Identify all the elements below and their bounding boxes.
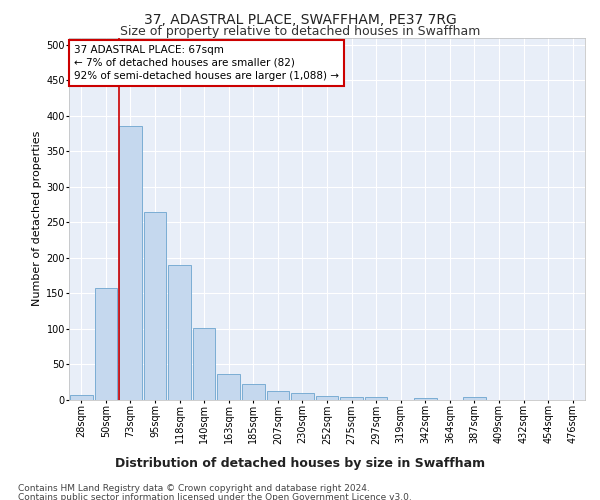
Bar [316, 396, 338, 400]
Bar [119, 126, 142, 400]
Text: Distribution of detached houses by size in Swaffham: Distribution of detached houses by size … [115, 458, 485, 470]
Text: Contains HM Land Registry data © Crown copyright and database right 2024.: Contains HM Land Registry data © Crown c… [18, 484, 370, 493]
Text: Size of property relative to detached houses in Swaffham: Size of property relative to detached ho… [120, 25, 480, 38]
Bar [340, 397, 363, 400]
Bar [266, 391, 289, 400]
Bar [168, 265, 191, 400]
Bar [414, 398, 437, 400]
Text: 37 ADASTRAL PLACE: 67sqm
← 7% of detached houses are smaller (82)
92% of semi-de: 37 ADASTRAL PLACE: 67sqm ← 7% of detache… [74, 45, 339, 81]
Bar [193, 328, 215, 400]
Bar [217, 374, 240, 400]
Y-axis label: Number of detached properties: Number of detached properties [32, 131, 42, 306]
Bar [143, 212, 166, 400]
Bar [95, 288, 117, 400]
Bar [242, 384, 265, 400]
Bar [70, 395, 92, 400]
Bar [291, 393, 314, 400]
Bar [463, 397, 486, 400]
Bar [365, 397, 388, 400]
Text: Contains public sector information licensed under the Open Government Licence v3: Contains public sector information licen… [18, 492, 412, 500]
Text: 37, ADASTRAL PLACE, SWAFFHAM, PE37 7RG: 37, ADASTRAL PLACE, SWAFFHAM, PE37 7RG [143, 12, 457, 26]
